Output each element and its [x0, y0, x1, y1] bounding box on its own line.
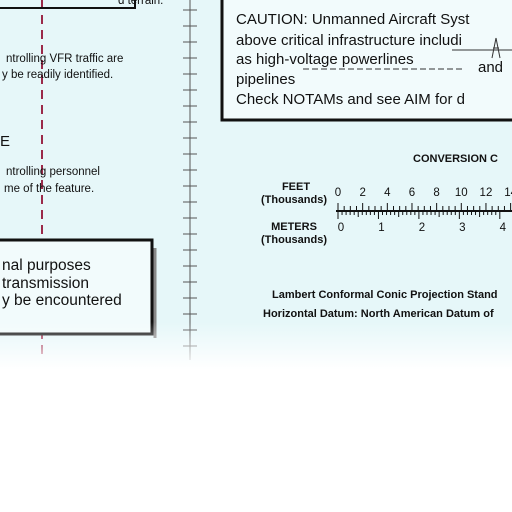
meters-tick-label: 0	[338, 222, 344, 234]
caution-text: Check NOTAMs and see AIM for d	[236, 91, 465, 108]
scale-unit: (Thousands)	[261, 234, 327, 246]
feet-tick-label: 8	[433, 187, 439, 199]
note-text: ntrolling personnel	[6, 166, 100, 178]
feet-tick-label: 6	[409, 187, 415, 199]
feet-tick-label: 4	[384, 187, 391, 199]
note-text: ntrolling VFR traffic are	[6, 53, 123, 65]
feet-tick-label: 10	[455, 187, 468, 199]
caution-text: pipelines	[236, 71, 295, 88]
caution-text: and	[478, 59, 503, 76]
feet-tick-label: 0	[335, 187, 341, 199]
scale-unit: (Thousands)	[261, 194, 327, 206]
box-text: y be encountered	[2, 292, 122, 309]
feet-tick-label: 2	[359, 187, 365, 199]
meters-tick-label: 4	[500, 222, 507, 234]
note-text: d terrain.	[118, 0, 163, 7]
note-text: me of the feature.	[4, 183, 94, 195]
caution-text: CAUTION: Unmanned Aircraft Syst	[236, 11, 470, 28]
meridian-ticks	[183, 9, 197, 347]
meters-tick-label: 1	[378, 222, 384, 234]
note-text: E	[0, 133, 10, 150]
caution-box	[220, 0, 512, 122]
caution-text: above critical infrastructure includi	[236, 32, 462, 49]
scale-title: CONVERSION C	[413, 153, 498, 165]
meters-tick-label: 3	[459, 222, 465, 234]
meters-tick-label: 2	[419, 222, 425, 234]
feet-tick-label: 14	[504, 187, 512, 199]
scale-ticks: 0246810121401234	[335, 187, 512, 234]
box-text: transmission	[2, 275, 89, 292]
box-text: nal purposes	[2, 257, 91, 274]
feet-tick-label: 12	[480, 187, 493, 199]
note-text: y be readily identified.	[2, 69, 113, 81]
box-edge	[0, 0, 136, 9]
caution-text: as high-voltage powerlines	[236, 51, 414, 68]
note-box	[0, 238, 154, 336]
datum-text: Horizontal Datum: North American Datum o…	[263, 308, 494, 320]
fade-overlay	[0, 322, 512, 512]
tower-icon	[491, 37, 501, 59]
scale-label: METERS	[271, 221, 317, 233]
scale-label: FEET	[282, 181, 310, 193]
projection-text: Lambert Conformal Conic Projection Stand	[272, 289, 498, 301]
